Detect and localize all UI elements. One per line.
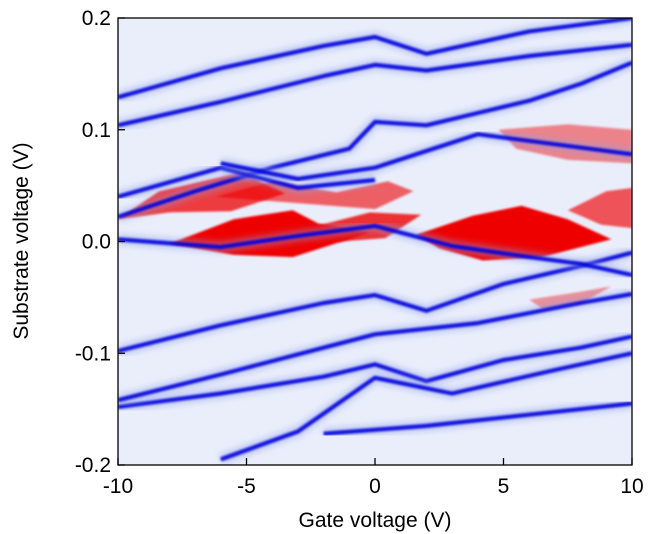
x-tick-label: 5 — [498, 475, 510, 498]
y-axis-label: Substrate voltage (V) — [10, 142, 33, 339]
x-tick-label: 10 — [620, 475, 643, 498]
y-tick-label: 0.0 — [82, 231, 111, 254]
y-tick-label: -0.2 — [75, 454, 111, 477]
y-tick-label: 0.2 — [82, 7, 111, 30]
negative-line — [118, 334, 632, 409]
negative-line — [118, 291, 632, 403]
negative-line — [118, 60, 632, 219]
negative-line — [118, 223, 632, 278]
x-tick-label: -10 — [103, 475, 133, 498]
positive-region — [567, 187, 632, 229]
negative-line — [220, 351, 632, 462]
negative-line — [118, 250, 632, 354]
positive-region — [529, 286, 612, 309]
positive-region — [215, 181, 414, 210]
negative-line — [118, 165, 376, 199]
negative-line — [118, 18, 632, 100]
negative-line — [323, 401, 632, 436]
axes: -10 -5 0 5 10 -0.2 -0.1 0.0 0.1 0.2 — [75, 7, 644, 498]
x-tick-label: -5 — [237, 475, 256, 498]
y-tick-label: 0.1 — [82, 119, 111, 142]
negative-line — [220, 132, 632, 181]
negative-line — [118, 42, 632, 128]
y-tick-label: -0.1 — [75, 342, 111, 365]
x-axis-label: Gate voltage (V) — [299, 509, 452, 532]
x-tick-label: 0 — [369, 475, 381, 498]
heatmap-features — [118, 18, 632, 465]
